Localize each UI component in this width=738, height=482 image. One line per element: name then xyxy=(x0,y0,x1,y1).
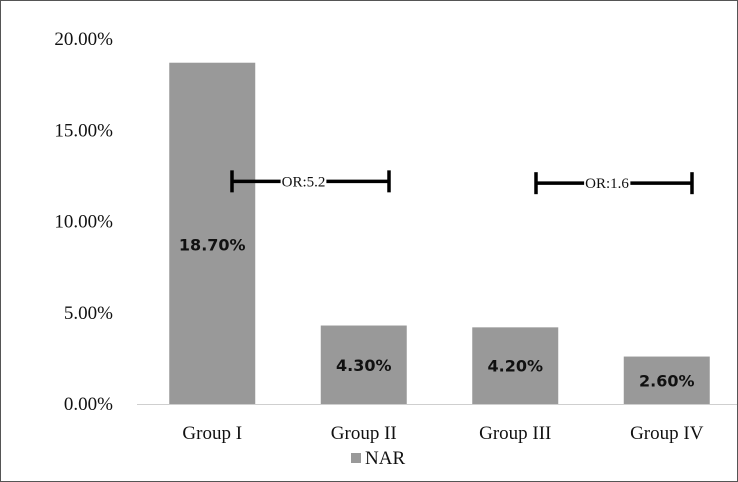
bar-group-i xyxy=(169,62,256,404)
bar-group-iv xyxy=(623,356,710,404)
bar-group-ii xyxy=(320,325,407,404)
data-label: 4.30% xyxy=(336,356,392,375)
odds-ratio-label: OR:5.2 xyxy=(282,174,326,190)
y-tick-label: 15.00% xyxy=(54,120,113,141)
data-label: 2.60% xyxy=(639,371,695,390)
bars: 18.70% 4.30% 4.20% 2.60% xyxy=(169,62,710,404)
x-category-label: Group I xyxy=(182,423,242,444)
data-label: 4.20% xyxy=(487,357,543,376)
x-axis: Group I Group II Group III Group IV xyxy=(137,404,737,444)
legend-label: NAR xyxy=(365,448,405,469)
legend-swatch xyxy=(351,453,361,463)
odds-ratio-bracket: OR:1.6 xyxy=(534,172,694,195)
odds-ratio-bracket: OR:5.2 xyxy=(230,170,391,193)
odds-ratio-label: OR:1.6 xyxy=(585,176,629,192)
y-tick-label: 5.00% xyxy=(64,303,113,324)
y-tick-label: 10.00% xyxy=(54,212,113,233)
odds-ratio-annotations: OR:5.2 OR:1.6 xyxy=(230,170,694,195)
x-category-label: Group IV xyxy=(630,423,704,444)
y-tick-label: 20.00% xyxy=(54,29,113,50)
bar-group-iii xyxy=(472,327,559,404)
y-tick-label: 0.00% xyxy=(64,394,113,415)
data-label: 18.70% xyxy=(179,236,246,255)
legend: NAR xyxy=(351,448,405,469)
y-axis: 0.00% 5.00% 10.00% 15.00% 20.00% xyxy=(54,29,113,415)
x-category-label: Group III xyxy=(479,423,551,444)
x-category-label: Group II xyxy=(331,423,397,444)
